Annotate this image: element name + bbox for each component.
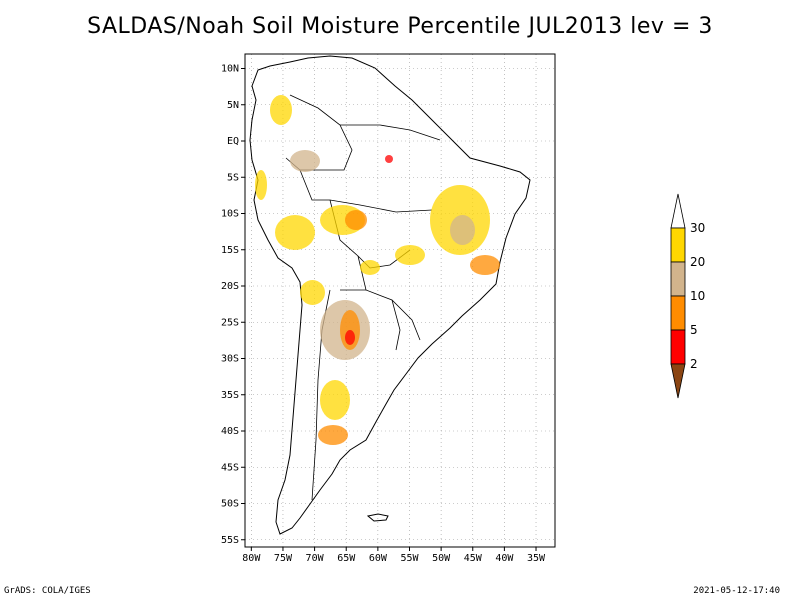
lon-label: 45W	[464, 553, 483, 564]
lat-label: 45S	[221, 462, 239, 473]
colorbar-label: 2	[690, 357, 698, 371]
lat-label: 55S	[221, 535, 239, 546]
lon-label: 55W	[400, 553, 419, 564]
lon-label: 80W	[242, 553, 261, 564]
colorbar-label: 10	[690, 289, 705, 303]
lat-label: 50S	[221, 499, 239, 510]
lat-label: 5N	[227, 100, 239, 111]
lon-label: 50W	[432, 553, 451, 564]
lon-label: 75W	[274, 553, 293, 564]
lat-label: 10N	[221, 64, 239, 75]
lon-label: 60W	[369, 553, 388, 564]
lat-label: 20S	[221, 281, 239, 292]
map-title: SALDAS/Noah Soil Moisture Percentile JUL…	[87, 14, 713, 39]
lat-label: 15S	[221, 245, 239, 256]
percentile-shading	[255, 95, 500, 445]
colorbar-segment	[670, 363, 686, 399]
colorbar-legend: 30 20 10 5 2	[670, 193, 705, 399]
falkland-islands	[366, 513, 389, 522]
timestamp: 2021-05-12-17:40	[693, 586, 780, 596]
continent-outline	[249, 55, 531, 535]
lon-label: 40W	[495, 553, 514, 564]
colorbar-label: 20	[690, 255, 705, 269]
map-frame	[244, 53, 556, 548]
lat-label: 30S	[221, 354, 239, 365]
lat-label: 40S	[221, 426, 239, 437]
lat-label: 25S	[221, 317, 239, 328]
latitude-labels: 10N 5N EQ 5S 10S 15S 20S 25S 30S 35S 40S 45S 50S 55S	[221, 64, 245, 546]
lon-label: 70W	[306, 553, 325, 564]
lat-label: EQ	[227, 136, 239, 147]
colorbar-label: 5	[690, 323, 698, 337]
grads-credit: GrADS: COLA/IGES	[4, 586, 91, 596]
lat-label: 10S	[221, 209, 239, 220]
colorbar-segment	[670, 227, 686, 263]
lon-label: 35W	[527, 553, 546, 564]
lon-label: 65W	[337, 553, 356, 564]
colorbar-label: 30	[690, 221, 705, 235]
colorbar-segment	[670, 261, 686, 297]
colorbar-segment	[670, 295, 686, 331]
lat-label: 5S	[227, 172, 239, 183]
lat-label: 35S	[221, 390, 239, 401]
longitude-labels: 80W 75W 70W 65W 60W 55W 50W 45W 40W 35W	[242, 547, 546, 564]
colorbar-segment	[670, 329, 686, 365]
colorbar-segment	[670, 193, 686, 229]
